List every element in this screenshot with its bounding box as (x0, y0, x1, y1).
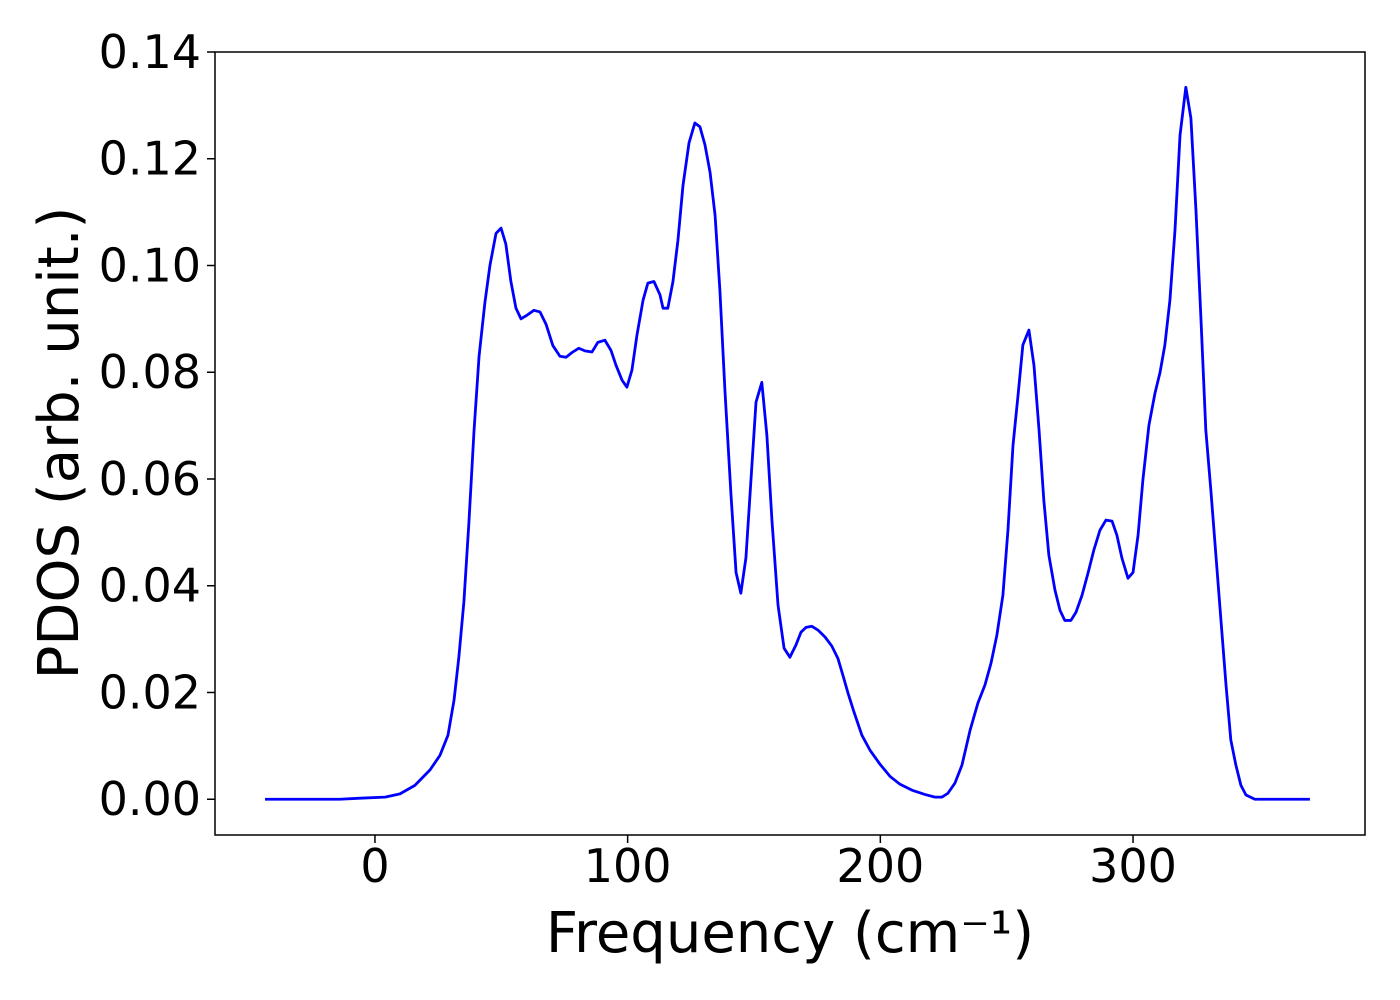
y-tick-label: 0.08 (99, 345, 201, 399)
x-tick-label: 200 (836, 839, 924, 893)
line-series (265, 85, 1310, 801)
y-axis-label: PDOS (arb. unit.) (27, 207, 92, 680)
y-tick-label: 0.04 (99, 559, 201, 613)
y-tick-label: 0.00 (99, 772, 201, 826)
y-tick-label: 0.10 (99, 238, 201, 292)
y-tick-label: 0.14 (99, 25, 201, 79)
x-tick-label: 0 (360, 839, 389, 893)
plot-frame (214, 51, 1366, 836)
y-tick-label: 0.06 (99, 452, 201, 506)
x-tick-label: 100 (584, 839, 672, 893)
y-tick-label: 0.12 (99, 132, 201, 186)
y-tick-label: 0.02 (99, 665, 201, 719)
x-axis-label: Frequency (cm⁻¹) (546, 901, 1034, 966)
x-tick-label: 300 (1089, 839, 1177, 893)
